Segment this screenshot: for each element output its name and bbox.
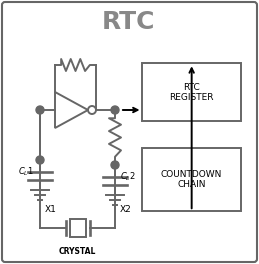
Text: RTC
REGISTER: RTC REGISTER [169,83,214,102]
Text: $C_{L}2$: $C_{L}2$ [120,171,136,183]
FancyBboxPatch shape [2,2,257,262]
Text: X2: X2 [120,205,132,214]
Circle shape [36,156,44,164]
Text: CRYSTAL: CRYSTAL [59,247,96,256]
Circle shape [36,106,44,114]
Circle shape [111,106,119,114]
Text: COUNTDOWN
CHAIN: COUNTDOWN CHAIN [161,170,222,189]
Circle shape [111,161,119,169]
Bar [69,219,85,237]
Text: RTC: RTC [102,10,156,34]
Bar [142,148,241,211]
Text: $C_{L}1$: $C_{L}1$ [18,166,34,178]
Text: X1: X1 [45,205,57,214]
Bar [142,63,241,121]
